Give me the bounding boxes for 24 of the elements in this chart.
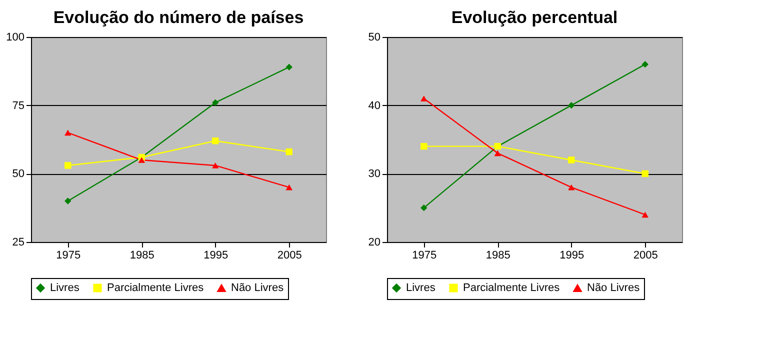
x-tick-label: 1995 [560, 250, 584, 262]
y-tick-label: 25 [12, 236, 24, 248]
legend-label: Livres [50, 282, 80, 294]
x-tick-label: 1995 [204, 250, 228, 262]
chart-title: Evolução do número de países [53, 8, 304, 27]
legend-label: Parcialmente Livres [463, 282, 560, 294]
legend-label: Livres [406, 282, 436, 294]
x-tick-label: 2005 [277, 250, 302, 262]
y-tick-label: 100 [6, 32, 24, 44]
y-tick-label: 40 [368, 100, 380, 112]
x-tick-label: 1975 [412, 250, 437, 262]
x-tick-label: 1985 [130, 250, 154, 262]
legend-label: Parcialmente Livres [107, 282, 204, 294]
y-tick-label: 50 [368, 32, 380, 44]
x-tick-label: 2005 [633, 250, 658, 262]
y-tick-label: 50 [12, 168, 24, 180]
x-tick-label: 1975 [56, 250, 81, 262]
legend-label: Não Livres [587, 282, 640, 294]
y-tick-label: 75 [12, 100, 24, 112]
chart-title: Evolução percentual [451, 8, 618, 27]
x-tick-label: 1985 [486, 250, 510, 262]
y-tick-label: 30 [368, 168, 380, 180]
y-tick-label: 20 [368, 236, 380, 248]
legend-label: Não Livres [231, 282, 284, 294]
